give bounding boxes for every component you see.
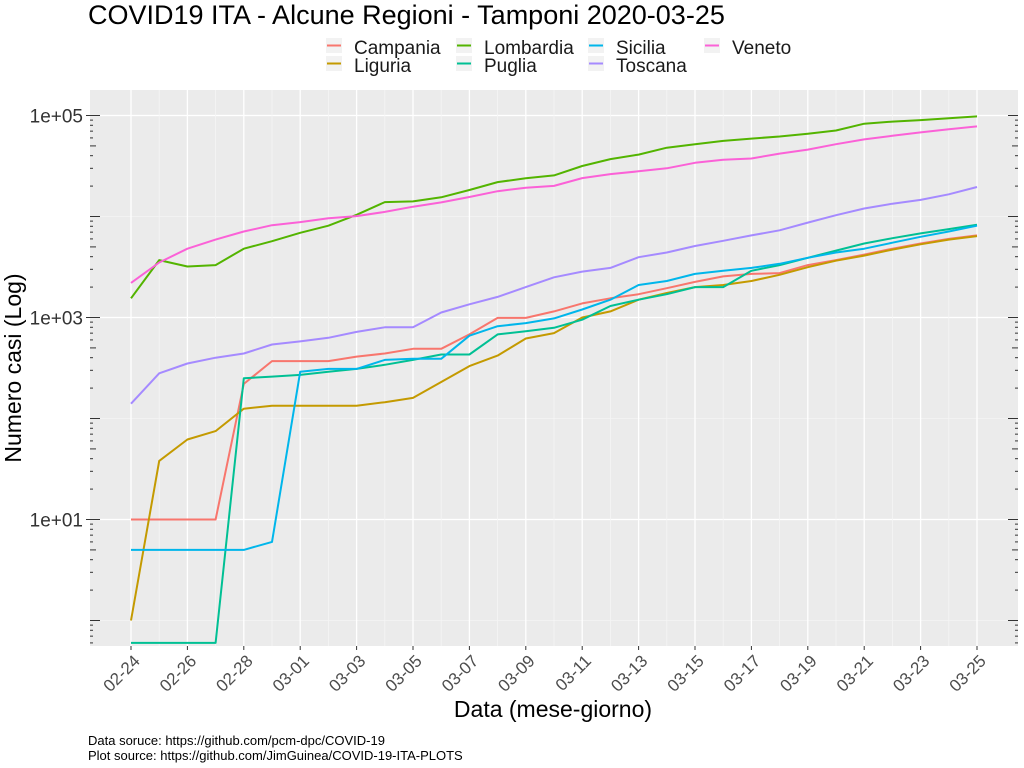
caption-plot-source: Plot source: https://github.com/JimGuine… [88, 748, 463, 763]
legend-label: Puglia [484, 56, 537, 77]
x-tick-label: 03-25 [946, 651, 990, 695]
x-tick-label: 03-11 [552, 651, 595, 694]
x-tick-label: 03-23 [889, 651, 933, 695]
series-line-veneto [130, 125, 978, 284]
chart-title: COVID19 ITA - Alcune Regioni - Tamponi 2… [88, 0, 725, 30]
y-axis-title: Numero casi (Log) [0, 273, 26, 462]
x-tick-label: 02-26 [156, 651, 200, 695]
x-tick-label: 03-13 [607, 651, 651, 695]
legend-item-lombardia: Lombardia [456, 38, 574, 59]
x-tick-label: 03-21 [833, 651, 877, 695]
x-tick-label: 03-09 [494, 651, 538, 695]
legend-label: Liguria [354, 56, 411, 77]
gridlines [90, 90, 1018, 646]
legend-label: Veneto [732, 38, 791, 59]
legend-item-puglia: Puglia [456, 56, 537, 77]
series-line-puglia [131, 223, 978, 644]
legend-label: Lombardia [484, 38, 574, 59]
series-line-toscana [130, 186, 978, 405]
series-line-lombardia [130, 115, 978, 299]
x-tick-label: 03-19 [776, 651, 820, 695]
series-line-sicilia [131, 224, 978, 551]
legend-item-sicilia: Sicilia [588, 38, 666, 59]
legend-item-toscana: Toscana [588, 56, 687, 77]
y-tick-label: 1e+05 [30, 107, 83, 128]
x-tick-label: 03-07 [438, 651, 482, 695]
y-tick-label: 1e+01 [30, 511, 83, 532]
legend-item-campania: Campania [326, 38, 441, 59]
x-tick-label: 03-05 [382, 651, 426, 695]
y-tick-label: 1e+03 [30, 309, 83, 330]
legend-label: Toscana [616, 56, 687, 77]
x-tick-label: 03-03 [325, 651, 369, 695]
x-tick-label: 03-01 [269, 651, 313, 695]
x-tick-label: 03-17 [720, 651, 764, 695]
series-layer [130, 115, 978, 644]
x-tick-label: 02-28 [212, 651, 256, 695]
x-axis-title: Data (mese-giorno) [454, 696, 652, 722]
legend-label: Sicilia [616, 38, 666, 59]
legend-label: Campania [354, 38, 441, 59]
y-axis: 1e+01 1e+03 1e+05 [30, 107, 1018, 644]
caption-data-source: Data soruce: https://github.com/pcm-dpc/… [88, 733, 385, 748]
x-axis: 02-24 02-26 02-28 03-01 03-03 03-05 03-07 03-09… [100, 646, 990, 696]
legend-item-liguria: Liguria [326, 56, 411, 77]
x-tick-label: 02-24 [100, 651, 144, 695]
x-tick-label: 03-15 [664, 651, 708, 695]
series-line-liguria [130, 235, 978, 621]
legend-item-veneto: Veneto [704, 38, 791, 59]
